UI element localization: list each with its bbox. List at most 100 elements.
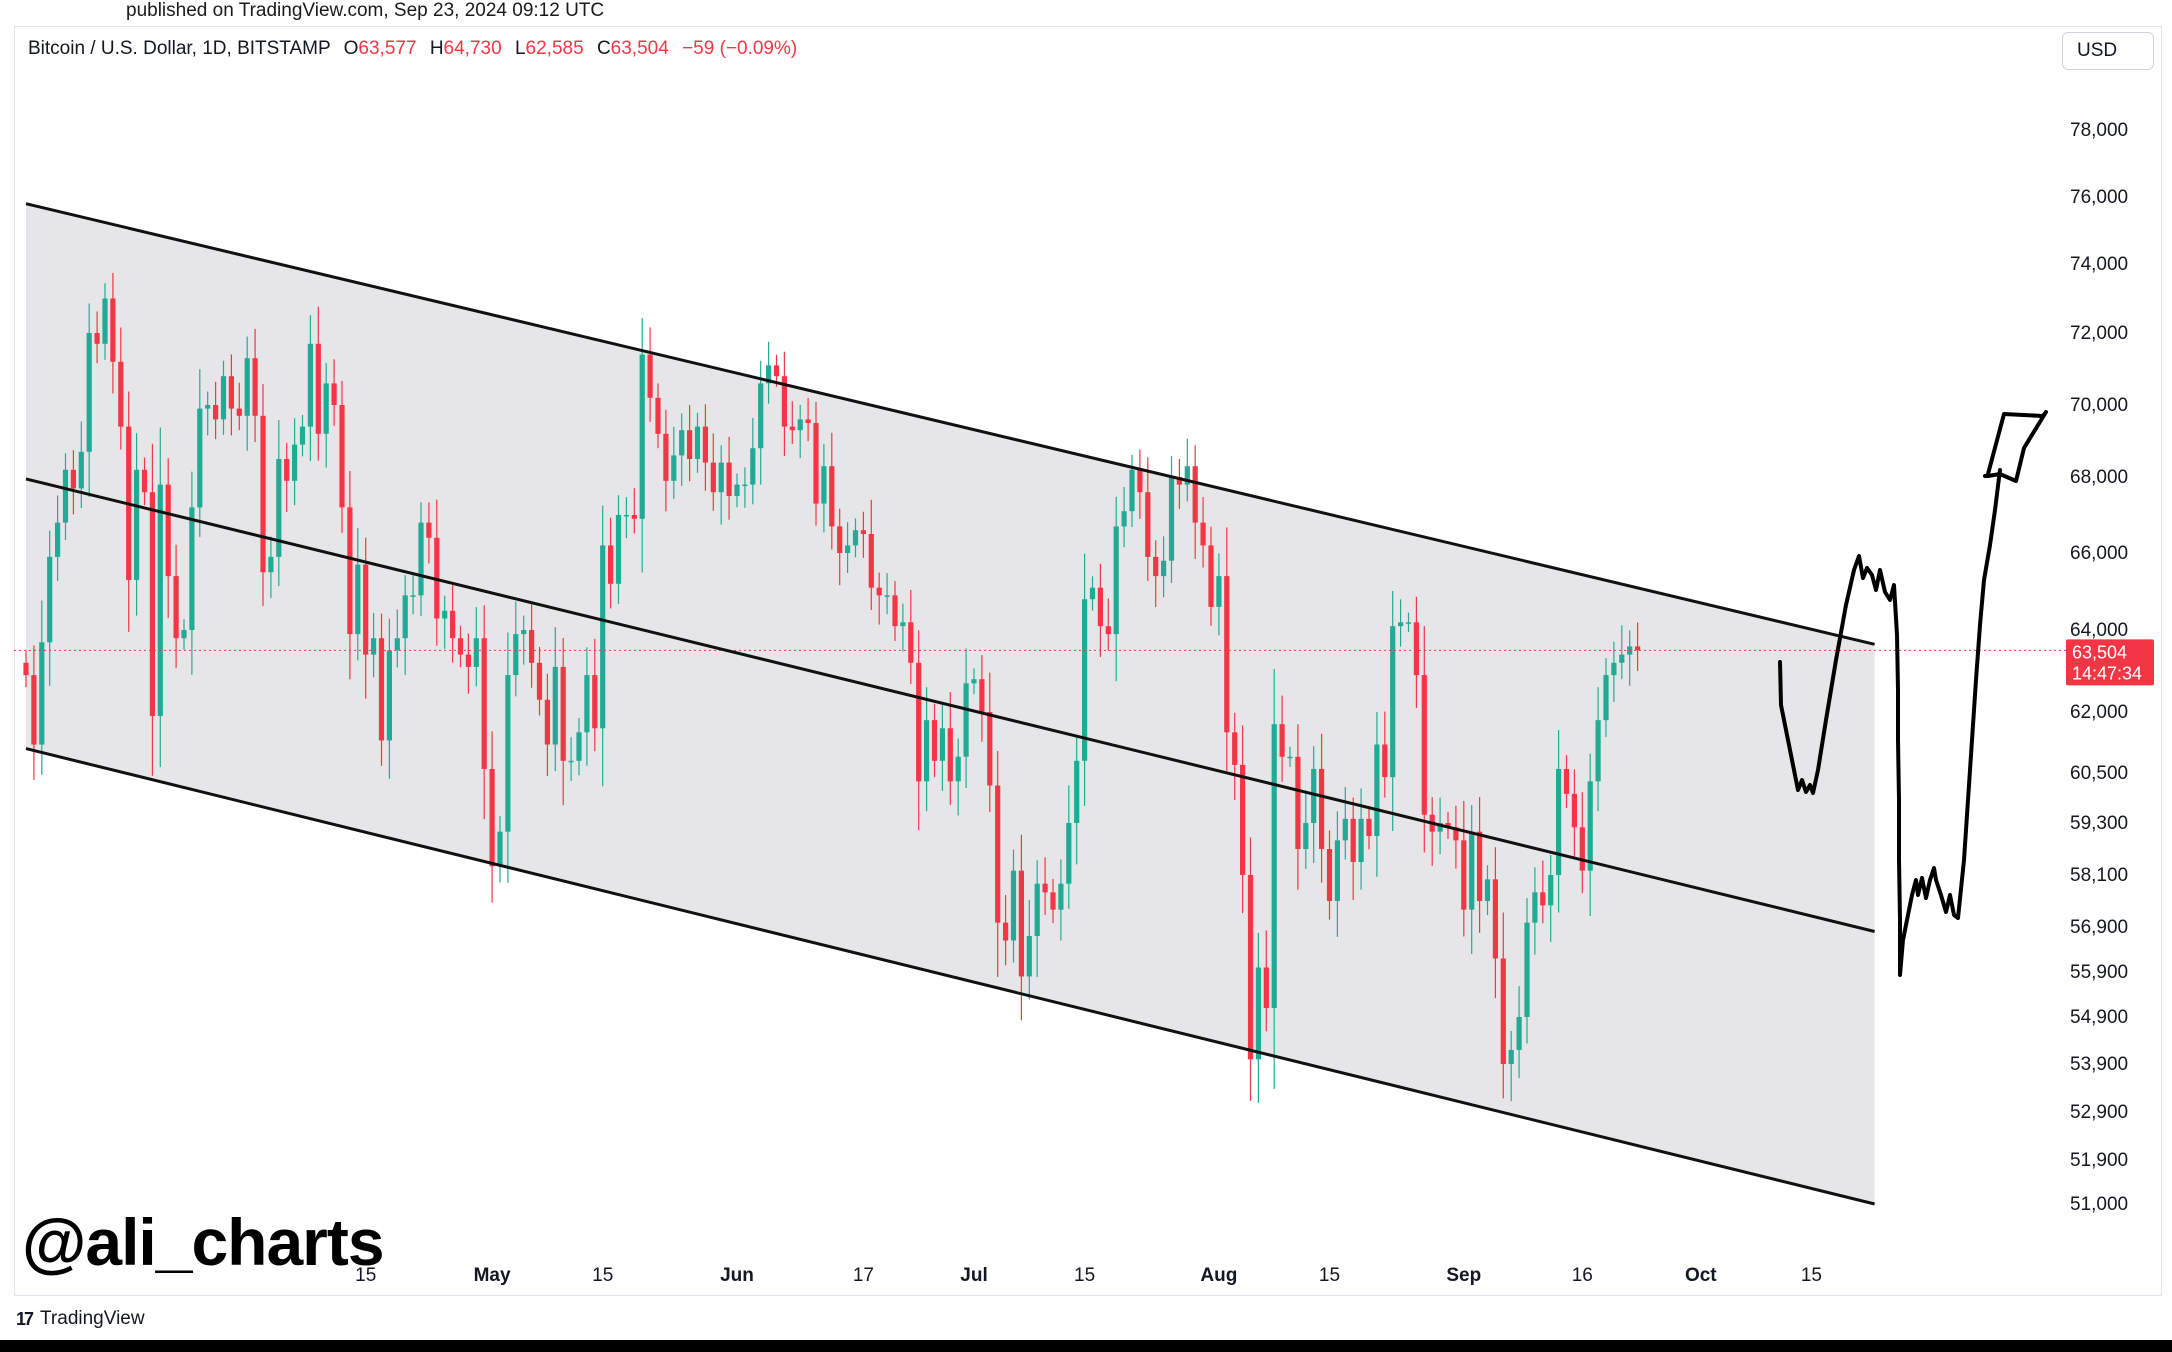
- candle-body[interactable]: [497, 831, 503, 867]
- candle-body[interactable]: [1105, 626, 1111, 635]
- candle-body[interactable]: [773, 365, 780, 377]
- candle-body[interactable]: [931, 720, 938, 761]
- candle-body[interactable]: [1224, 576, 1230, 733]
- candle-body[interactable]: [718, 462, 724, 493]
- candle-body[interactable]: [78, 451, 84, 489]
- candle-body[interactable]: [450, 610, 456, 639]
- candle-body[interactable]: [947, 728, 953, 782]
- candle-body[interactable]: [560, 666, 566, 761]
- candle-body[interactable]: [1161, 560, 1167, 577]
- candle-body[interactable]: [315, 343, 321, 434]
- candle-body[interactable]: [1216, 576, 1222, 607]
- candle-body[interactable]: [1311, 768, 1317, 823]
- symbol-title[interactable]: Bitcoin / U.S. Dollar, 1D, BITSTAMP: [28, 38, 331, 59]
- candle-body[interactable]: [102, 298, 108, 344]
- candle-body[interactable]: [473, 638, 479, 667]
- candle-body[interactable]: [1208, 545, 1214, 607]
- symbol-legend[interactable]: Bitcoin / U.S. Dollar, 1D, BITSTAMP O63,…: [28, 38, 797, 60]
- candle-body[interactable]: [884, 595, 890, 597]
- candle-body[interactable]: [766, 365, 772, 384]
- candle-body[interactable]: [394, 638, 400, 651]
- candle-body[interactable]: [23, 662, 29, 676]
- candle-body[interactable]: [465, 654, 471, 667]
- candle-body[interactable]: [860, 530, 866, 534]
- candle-body[interactable]: [979, 679, 985, 712]
- projection-drawing[interactable]: [1778, 468, 2002, 977]
- candle-body[interactable]: [1089, 587, 1096, 600]
- candle-body[interactable]: [995, 785, 1001, 923]
- candle-body[interactable]: [197, 408, 203, 508]
- candle-body[interactable]: [679, 430, 685, 456]
- candle-body[interactable]: [86, 333, 92, 452]
- candle-body[interactable]: [1508, 1049, 1514, 1064]
- candle-body[interactable]: [608, 545, 614, 584]
- candle-body[interactable]: [813, 423, 819, 504]
- candle-body[interactable]: [236, 408, 242, 416]
- candle-body[interactable]: [1271, 724, 1277, 1008]
- candle-body[interactable]: [623, 515, 629, 517]
- candle-body[interactable]: [592, 675, 598, 729]
- candle-body[interactable]: [1603, 675, 1609, 721]
- candle-body[interactable]: [1192, 466, 1198, 523]
- candle-body[interactable]: [1540, 892, 1546, 906]
- candle-body[interactable]: [1042, 883, 1048, 893]
- candle-body[interactable]: [244, 358, 250, 416]
- candle-body[interactable]: [55, 522, 61, 557]
- candle-body[interactable]: [939, 728, 945, 761]
- candle-body[interactable]: [544, 699, 550, 745]
- candle-body[interactable]: [1492, 879, 1498, 959]
- candle-body[interactable]: [1445, 823, 1451, 828]
- candle-body[interactable]: [1295, 756, 1301, 849]
- candle-body[interactable]: [1563, 768, 1570, 794]
- candle-body[interactable]: [971, 679, 977, 684]
- candle-body[interactable]: [1453, 827, 1459, 841]
- candle-body[interactable]: [323, 383, 329, 434]
- candle-body[interactable]: [655, 397, 661, 434]
- candle-body[interactable]: [1263, 967, 1269, 1009]
- candle-body[interactable]: [781, 376, 787, 427]
- candle-body[interactable]: [552, 666, 558, 745]
- candle-body[interactable]: [457, 638, 464, 655]
- candle-body[interactable]: [347, 507, 353, 635]
- candle-body[interactable]: [418, 522, 424, 596]
- candle-body[interactable]: [750, 448, 756, 485]
- candle-body[interactable]: [805, 419, 811, 423]
- candle-body[interactable]: [1579, 827, 1585, 871]
- candle-body[interactable]: [1113, 526, 1119, 635]
- candle-body[interactable]: [521, 630, 527, 635]
- candle-body[interactable]: [852, 530, 859, 546]
- candle-body[interactable]: [339, 405, 345, 508]
- candle-body[interactable]: [600, 545, 606, 729]
- candle-body[interactable]: [536, 662, 543, 700]
- candle-body[interactable]: [1398, 622, 1404, 627]
- candle-body[interactable]: [1255, 967, 1261, 1060]
- candle-body[interactable]: [1287, 756, 1293, 759]
- candle-body[interactable]: [584, 675, 590, 733]
- candle-body[interactable]: [1524, 922, 1530, 1017]
- candle-body[interactable]: [1303, 823, 1309, 849]
- candle-body[interactable]: [1066, 823, 1072, 884]
- candle-body[interactable]: [1034, 883, 1040, 936]
- candle-body[interactable]: [1184, 466, 1190, 485]
- candle-body[interactable]: [1176, 477, 1182, 485]
- candle-body[interactable]: [1405, 622, 1412, 624]
- candle-body[interactable]: [371, 638, 377, 655]
- candle-body[interactable]: [39, 642, 45, 745]
- candle-body[interactable]: [1153, 556, 1159, 577]
- candle-body[interactable]: [821, 466, 827, 504]
- candle-body[interactable]: [1477, 831, 1483, 901]
- candle-body[interactable]: [568, 760, 574, 763]
- candle-body[interactable]: [1342, 818, 1348, 841]
- candle-body[interactable]: [141, 469, 148, 493]
- candle-body[interactable]: [363, 564, 369, 655]
- candle-body[interactable]: [1097, 587, 1103, 627]
- candle-body[interactable]: [529, 630, 535, 663]
- candle-body[interactable]: [1382, 744, 1388, 778]
- candle-body[interactable]: [1240, 764, 1246, 875]
- candle-body[interactable]: [1200, 522, 1206, 546]
- candle-body[interactable]: [292, 444, 298, 481]
- candle-body[interactable]: [1421, 675, 1427, 815]
- candle-body[interactable]: [710, 462, 716, 493]
- candle-body[interactable]: [489, 768, 495, 867]
- candle-body[interactable]: [868, 534, 874, 588]
